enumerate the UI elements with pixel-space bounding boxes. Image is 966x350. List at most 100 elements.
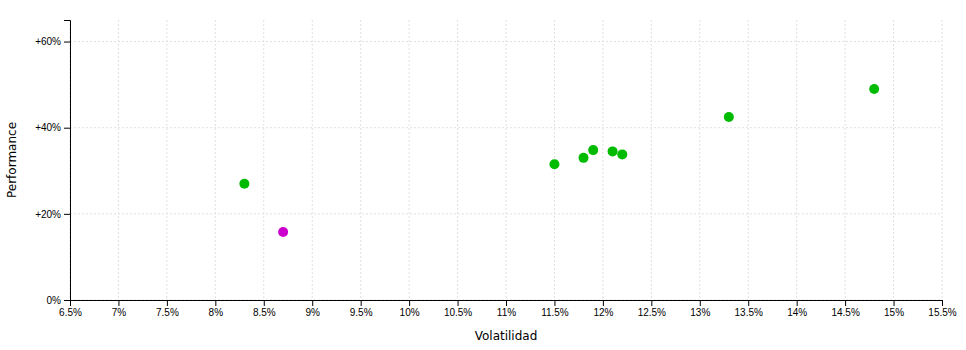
tick: 6.5%	[59, 300, 82, 318]
point	[278, 227, 288, 237]
grid-line-x	[409, 20, 410, 300]
tick-mark	[554, 300, 555, 306]
tick-mark	[458, 300, 459, 306]
tick-label: 9%	[305, 307, 320, 318]
grid-line-x	[796, 20, 797, 300]
axis-line	[64, 21, 71, 301]
tick-mark	[64, 128, 70, 129]
tick-label: +60%	[35, 36, 61, 47]
tick-mark	[894, 300, 895, 306]
marks	[239, 84, 879, 237]
tick: 10%	[400, 300, 420, 318]
grid-line-x	[263, 20, 264, 300]
tick-mark	[312, 300, 313, 306]
grid-line-x	[942, 20, 943, 300]
tick-mark	[64, 300, 70, 301]
tick: 15.5%	[928, 300, 956, 318]
tick: 9.5%	[350, 300, 373, 318]
tick-label: 9.5%	[350, 307, 373, 318]
tick-mark	[64, 42, 70, 43]
tick-label: 7%	[112, 307, 127, 318]
point	[588, 145, 598, 155]
tick-mark	[845, 300, 846, 306]
tick-label: 7.5%	[156, 307, 179, 318]
point	[239, 179, 249, 189]
grid-line-x	[118, 20, 119, 300]
tick: 9%	[305, 300, 320, 318]
tick: 0%	[47, 295, 70, 306]
tick-mark	[603, 300, 604, 306]
tick-mark	[409, 300, 410, 306]
grid-line-y	[70, 127, 942, 128]
tick: 12.5%	[638, 300, 666, 318]
tick: 14%	[787, 300, 807, 318]
grid-line-x	[748, 20, 749, 300]
grid-line-x	[457, 20, 458, 300]
plot-area: 6.5% 7% 7.5% 8% 8.5% 9% 9.5% 10% 10.5% 11% 11.5% 12…	[35, 20, 957, 318]
tick: 12%	[593, 300, 613, 318]
tick-label: 11.5%	[541, 307, 569, 318]
tick-label: 10.5%	[444, 307, 472, 318]
tick: +20%	[35, 209, 70, 220]
tick-label: 14%	[787, 307, 807, 318]
grid-line-x	[845, 20, 846, 300]
tick-label: 0%	[47, 295, 62, 306]
grid-line-x	[602, 20, 603, 300]
tick-label: 11%	[497, 307, 516, 318]
point	[549, 159, 559, 169]
tick-label: 13%	[690, 307, 710, 318]
grid-line-y	[70, 41, 942, 42]
tick-label: +20%	[35, 209, 61, 220]
grid-line-y	[70, 213, 942, 214]
grid-line-x	[360, 20, 361, 300]
tick: 8%	[209, 300, 224, 318]
series-points	[278, 227, 288, 237]
grid	[70, 20, 942, 300]
tick: 14.5%	[831, 300, 859, 318]
tick-label: 14.5%	[831, 307, 859, 318]
grid-line-x	[651, 20, 652, 300]
grid-line-x	[166, 20, 167, 300]
tick-label: 15.5%	[928, 307, 956, 318]
grid-line-x	[312, 20, 313, 300]
point	[617, 149, 627, 159]
tick-label: +40%	[35, 122, 61, 133]
tick: 10.5%	[444, 300, 472, 318]
y-axis-title: Performance	[5, 122, 19, 198]
point	[724, 112, 734, 122]
tick: +40%	[35, 122, 70, 133]
grid-line-x	[893, 20, 894, 300]
tick-mark	[361, 300, 362, 306]
tick: 8.5%	[253, 300, 276, 318]
tick-mark	[64, 214, 70, 215]
tick-label: 15%	[884, 307, 904, 318]
x-axis: 6.5% 7% 7.5% 8% 8.5% 9% 9.5% 10% 10.5% 11% 11.5% 12…	[59, 300, 957, 318]
tick-mark	[700, 300, 701, 306]
tick: 13%	[690, 300, 710, 318]
tick: 11%	[497, 300, 516, 318]
chart-container: 6.5% 7% 7.5% 8% 8.5% 9% 9.5% 10% 10.5% 11% 11.5% 12…	[0, 0, 966, 350]
tick: +60%	[35, 36, 70, 47]
tick-label: 8.5%	[253, 307, 276, 318]
chart-svg: 6.5% 7% 7.5% 8% 8.5% 9% 9.5% 10% 10.5% 11% 11.5% 12…	[0, 0, 966, 350]
tick-mark	[797, 300, 798, 306]
tick-label: 13.5%	[735, 307, 763, 318]
tick-label: 8%	[209, 307, 224, 318]
tick-label: 12%	[593, 307, 613, 318]
tick: 7.5%	[156, 300, 179, 318]
tick: 15%	[884, 300, 904, 318]
tick: 13.5%	[735, 300, 763, 318]
tick-mark	[942, 300, 943, 306]
point	[579, 153, 589, 163]
tick-label: 6.5%	[59, 307, 82, 318]
grid-line-x	[506, 20, 507, 300]
tick: 7%	[112, 300, 127, 318]
tick-mark	[748, 300, 749, 306]
grid-line-x	[215, 20, 216, 300]
x-axis-title: Volatilidad	[475, 329, 538, 343]
tick-mark	[118, 300, 119, 306]
tick-mark	[651, 300, 652, 306]
y-axis: 0% +20% +40% +60%	[35, 21, 70, 306]
tick-label: 12.5%	[638, 307, 666, 318]
tick-mark	[167, 300, 168, 306]
